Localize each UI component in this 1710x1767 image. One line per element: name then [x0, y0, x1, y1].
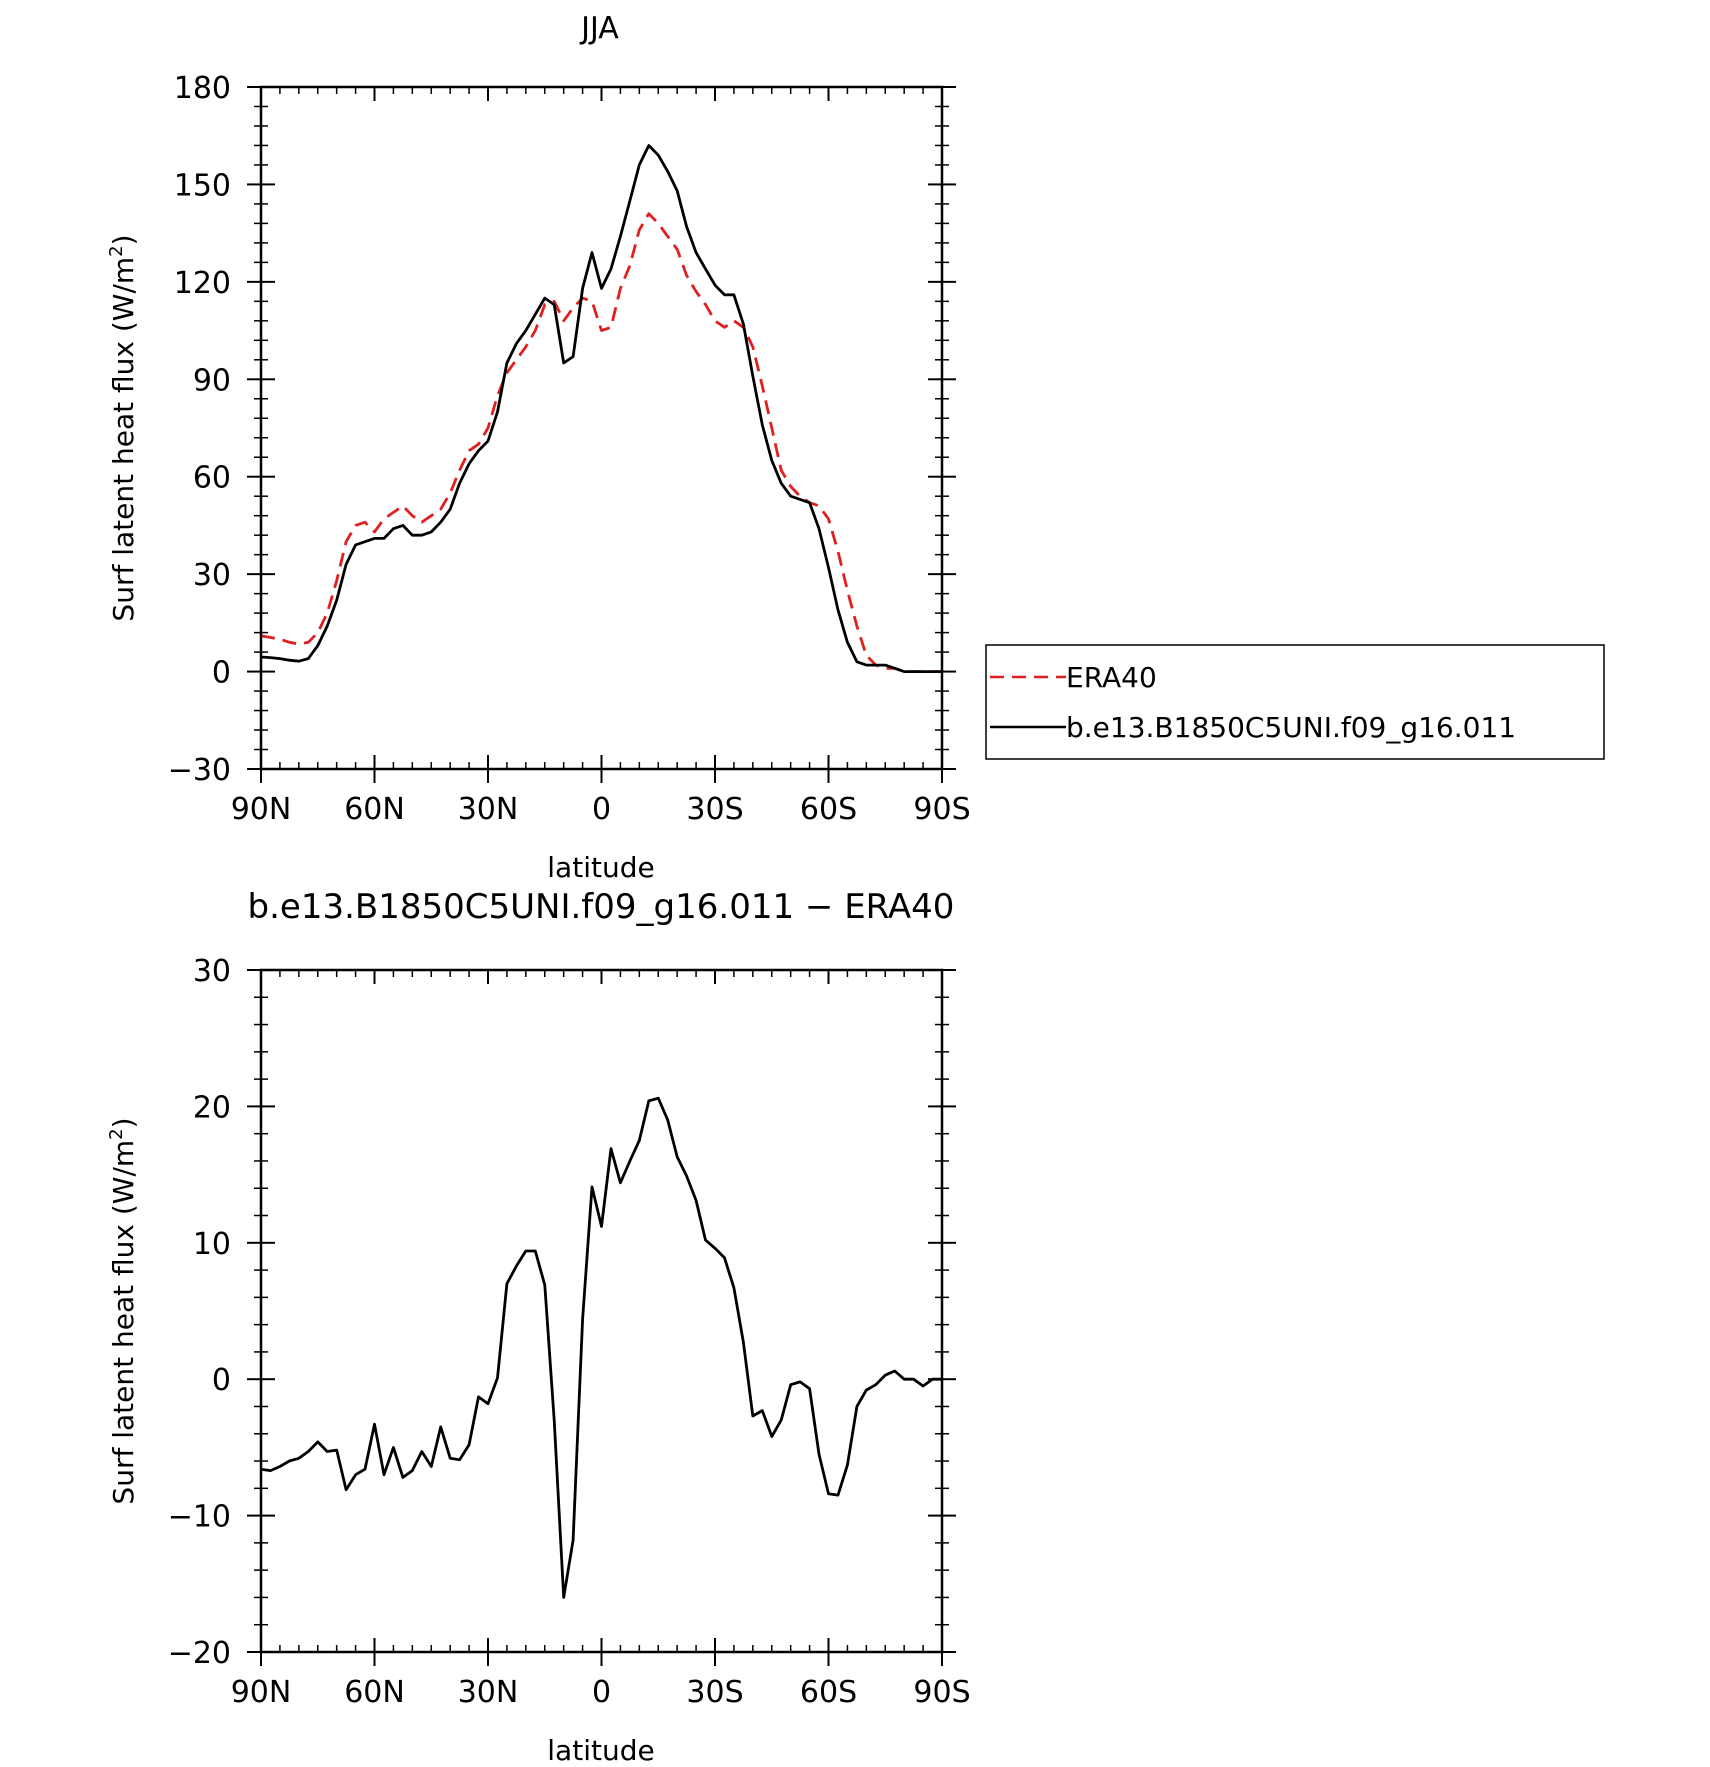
xtick-label: 60N	[344, 792, 405, 827]
xtick-label: 90S	[913, 1675, 970, 1710]
ytick-label: 90	[193, 363, 231, 398]
series-line-model	[260, 144, 942, 673]
panel-top-jja: JJA 90N 60N 30N 0 30S 60S 90S −30 0 30 60 90 120 150 1…	[106, 11, 971, 884]
ytick-label: 0	[212, 656, 231, 691]
legend: ERA40 b.e13.B1850C5UNI.f09_g16.011	[985, 644, 1605, 760]
ytick-label: 0	[212, 1363, 231, 1398]
legend-label-model: b.e13.B1850C5UNI.f09_g16.011	[1066, 711, 1516, 744]
legend-box	[985, 644, 1605, 760]
xtick-label: 30S	[686, 1675, 743, 1710]
xtick-label: 90N	[231, 792, 292, 827]
xlabel-bottom: latitude	[547, 1734, 654, 1767]
xtick-label: 30S	[686, 792, 743, 827]
ytick-label: −10	[168, 1500, 231, 1535]
ylabel-bottom: Surf latent heat flux (W/m2)	[106, 1117, 140, 1504]
xlabel-top: latitude	[547, 851, 654, 884]
ytick-label: −20	[168, 1636, 231, 1671]
ylabel-top: Surf latent heat flux (W/m2)	[106, 234, 140, 621]
series-line-difference	[260, 1096, 942, 1599]
xtick-label: 90S	[913, 792, 970, 827]
legend-label-era40: ERA40	[1066, 661, 1157, 694]
plot-frame-bottom	[259, 968, 944, 1654]
xtick-label: 60S	[800, 792, 857, 827]
lines-top	[260, 144, 942, 673]
ytick-label: 30	[193, 954, 231, 989]
panel-bottom-difference: b.e13.B1850C5UNI.f09_g16.011 − ERA40 90N…	[106, 887, 971, 1767]
lines-bottom	[260, 1096, 942, 1599]
xtick-label: 90N	[231, 1675, 292, 1710]
xtick-label: 0	[592, 792, 611, 827]
ytick-label: 60	[193, 461, 231, 496]
ytick-label: −30	[168, 753, 231, 788]
ytick-label: 10	[193, 1227, 231, 1262]
ytick-label: 150	[174, 168, 231, 203]
ticks-top: 90N 60N 30N 0 30S 60S 90S −30 0 30 60 90 120 150 180	[168, 71, 971, 827]
ticks-bottom: 90N 60N 30N 0 30S 60S 90S −20 −10 0 10 20 30	[168, 954, 971, 1710]
title-bottom: b.e13.B1850C5UNI.f09_g16.011 − ERA40	[248, 887, 955, 927]
title-top: JJA	[579, 11, 619, 46]
xtick-label: 30N	[458, 1675, 519, 1710]
xtick-label: 60S	[800, 1675, 857, 1710]
ytick-label: 30	[193, 558, 231, 593]
plot-frame-top	[259, 85, 944, 771]
ytick-label: 20	[193, 1090, 231, 1125]
series-line-era40	[260, 212, 942, 673]
xtick-label: 0	[592, 1675, 611, 1710]
xtick-label: 30N	[458, 792, 519, 827]
ytick-label: 120	[174, 266, 231, 301]
xtick-label: 60N	[344, 1675, 405, 1710]
ytick-label: 180	[174, 71, 231, 106]
